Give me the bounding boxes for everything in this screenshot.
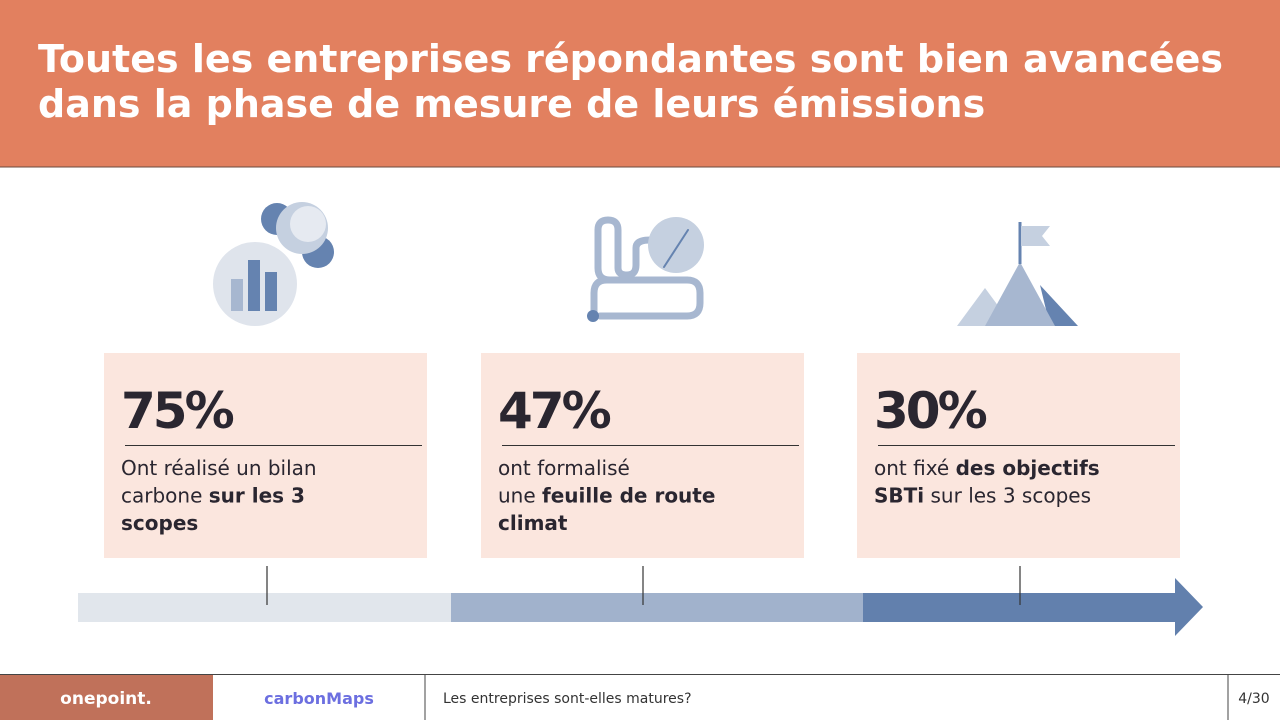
- stat-description: SBTi sur les 3 scopes: [874, 484, 1091, 508]
- icon-roadmap: [587, 216, 704, 322]
- logo-onepoint: onepoint.: [60, 689, 152, 709]
- stat-description: scopes: [121, 511, 198, 535]
- icon-chart: [213, 202, 334, 326]
- description-segment: ont fixé: [874, 456, 956, 480]
- stat-description: une feuille de route: [498, 484, 715, 508]
- description-segment: scopes: [121, 511, 198, 535]
- header-band: [0, 0, 1280, 167]
- slide-title: Toutes les entreprises répondantes sont …: [38, 37, 1223, 81]
- stat-value: 30%: [874, 382, 987, 440]
- description-segment: une: [498, 484, 542, 508]
- description-segment: sur les 3: [209, 484, 305, 508]
- stat-card: 75% Ont réalisé un bilan carbone sur les 3…: [104, 353, 427, 558]
- description-segment: sur les 3 scopes: [924, 484, 1091, 508]
- stat-description: ont formalisé: [498, 456, 630, 480]
- card-bg: [104, 353, 427, 558]
- stat-card: 47% ont formalisé une feuille de route clim…: [481, 353, 804, 558]
- page-number: 4/30: [1238, 691, 1269, 707]
- footer: onepoint. carbonMaps Les entreprises son…: [0, 674, 1280, 720]
- card-bg: [481, 353, 804, 558]
- stat-description: carbone sur les 3: [121, 484, 305, 508]
- progress-arrow: [78, 566, 1203, 636]
- cards: 75% Ont réalisé un bilan carbone sur les 3…: [104, 353, 1180, 558]
- section-title: Les entreprises sont-elles matures?: [443, 691, 692, 707]
- stat-card: 30% ont fixé des objectifs SBTi sur les 3 …: [857, 353, 1180, 558]
- description-segment: SBTi: [874, 484, 924, 508]
- description-segment: climat: [498, 511, 568, 535]
- slide-title: dans la phase de mesure de leurs émissio…: [38, 82, 985, 126]
- description-segment: carbone: [121, 484, 209, 508]
- logo-carbonmaps: carbonMaps: [264, 689, 374, 708]
- icon-mountain: [957, 222, 1078, 326]
- stat-description: ont fixé des objectifs: [874, 456, 1100, 480]
- description-segment: Ont réalisé un bilan: [121, 456, 317, 480]
- description-segment: ont formalisé: [498, 456, 630, 480]
- stat-value: 47%: [498, 382, 611, 440]
- card-bg: [857, 353, 1180, 558]
- stat-description: climat: [498, 511, 568, 535]
- description-segment: des objectifs: [956, 456, 1100, 480]
- description-segment: feuille de route: [542, 484, 715, 508]
- stat-description: Ont réalisé un bilan: [121, 456, 317, 480]
- stat-value: 75%: [121, 382, 234, 440]
